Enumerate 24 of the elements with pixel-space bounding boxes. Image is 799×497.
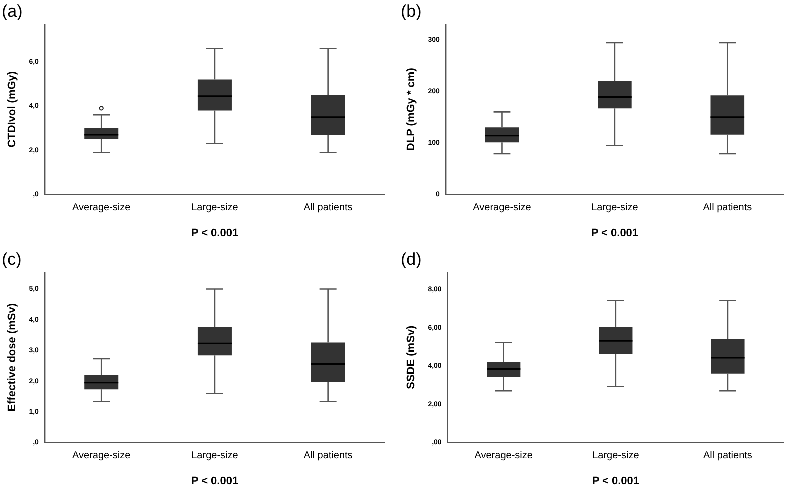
x-tick-label: All patients bbox=[704, 450, 752, 462]
x-axis-title: P < 0.001 bbox=[191, 475, 239, 488]
x-axis-title: P < 0.001 bbox=[592, 475, 640, 488]
chart-title: (a) bbox=[2, 2, 23, 21]
x-axis-title: P < 0.001 bbox=[191, 227, 239, 240]
x-tick-label: Large-size bbox=[192, 202, 239, 214]
y-axis-title: SSDE (mSv) bbox=[406, 325, 418, 390]
chart-title: (d) bbox=[401, 250, 422, 269]
x-tick-label: All patients bbox=[703, 202, 752, 214]
x-tick-label: Large-size bbox=[192, 450, 239, 462]
x-tick-label: Large-size bbox=[592, 202, 639, 214]
x-tick-label: Large-size bbox=[592, 450, 640, 462]
x-tick-label: Average-size bbox=[72, 202, 132, 214]
y-axis-title: DLP (mGy * cm) bbox=[406, 68, 418, 152]
x-tick-label: All patients bbox=[304, 450, 353, 462]
x-tick-label: All patients bbox=[304, 202, 353, 214]
y-axis-title: Effective dose (mSv) bbox=[6, 303, 19, 412]
chart-title: (b) bbox=[401, 2, 422, 21]
x-tick-label: Average-size bbox=[72, 450, 132, 462]
x-tick-label: Average-size bbox=[473, 202, 532, 214]
x-axis-title: P < 0.001 bbox=[591, 227, 639, 240]
y-axis-title: CTDIvol (mGy) bbox=[6, 71, 19, 148]
x-tick-label: Average-size bbox=[474, 450, 534, 462]
chart-title: (c) bbox=[2, 250, 22, 269]
